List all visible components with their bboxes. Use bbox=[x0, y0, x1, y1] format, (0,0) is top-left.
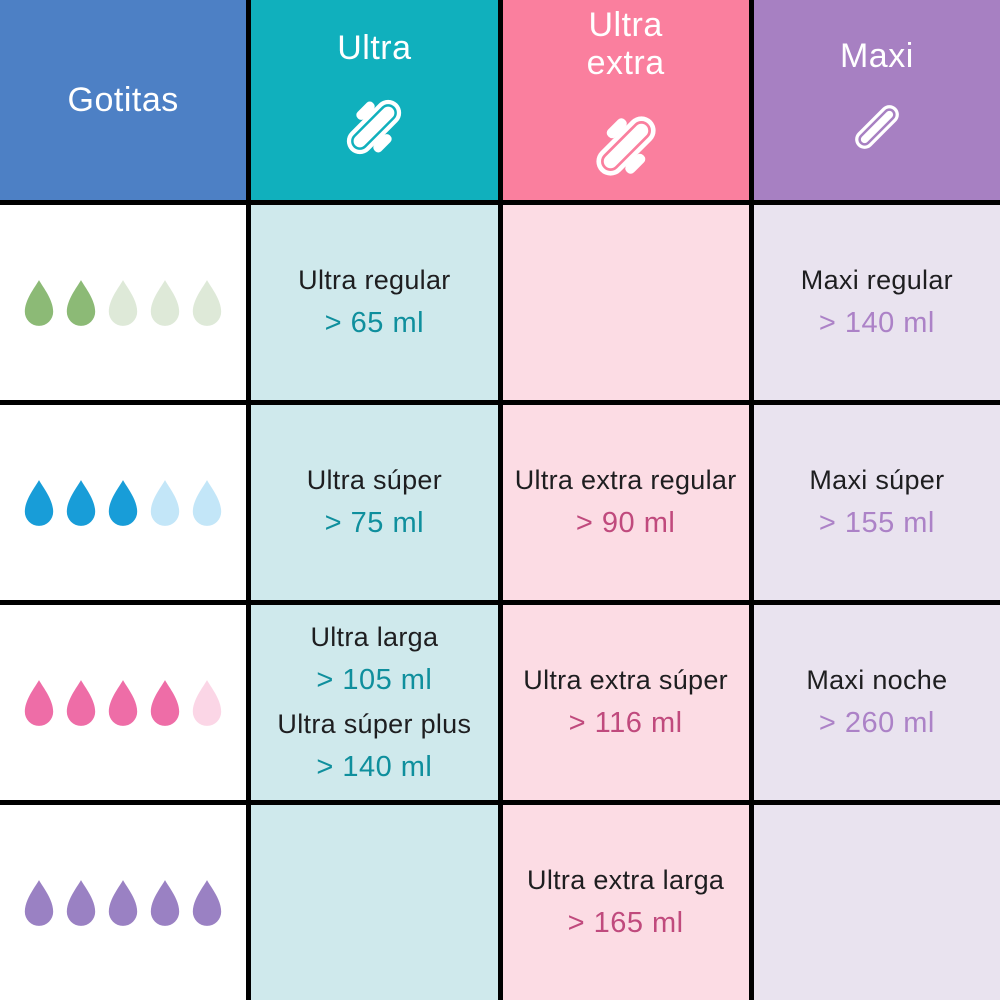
drop-icon bbox=[24, 279, 54, 326]
cell-maxi-row-4 bbox=[753, 805, 1000, 1000]
header-maxi-label: Maxi bbox=[839, 36, 914, 75]
header-ultra-extra: Ultra extra bbox=[502, 0, 749, 200]
cell-ultra-row-1: Ultra regular > 65 ml bbox=[251, 205, 498, 400]
product-name: Ultra súper plus bbox=[277, 708, 472, 739]
winged-pad-icon bbox=[596, 116, 656, 176]
drop-icon bbox=[150, 479, 180, 526]
cell-maxi-row-2: Maxi súper > 155 ml bbox=[753, 405, 1000, 600]
drop-icon bbox=[150, 679, 180, 726]
droplet-rating bbox=[21, 679, 225, 727]
drop-icon bbox=[192, 879, 222, 926]
cell-maxi-row-1: Maxi regular > 140 ml bbox=[753, 205, 1000, 400]
product-value: > 140 ml bbox=[818, 307, 935, 339]
product-entry: Ultra súper plus > 140 ml bbox=[277, 709, 471, 784]
drop-icon bbox=[66, 879, 96, 926]
winged-pad-icon bbox=[347, 99, 402, 155]
product-value: > 75 ml bbox=[324, 507, 425, 539]
product-name: Ultra larga bbox=[310, 621, 439, 652]
header-maxi: Maxi bbox=[753, 0, 1000, 200]
product-name: Ultra regular bbox=[298, 265, 451, 295]
product-entry: Maxi regular > 140 ml bbox=[801, 265, 953, 340]
drop-icon bbox=[66, 479, 96, 526]
product-entry: Ultra súper > 75 ml bbox=[307, 465, 442, 540]
header-ultra-extra-label: Ultra extra bbox=[586, 5, 665, 82]
product-entry: Ultra extra larga > 165 ml bbox=[527, 865, 724, 940]
pantyliner-icon bbox=[855, 105, 899, 149]
header-ultra: Ultra bbox=[251, 0, 498, 200]
product-entry: Ultra extra regular > 90 ml bbox=[515, 465, 737, 540]
header-ultra-label: Ultra bbox=[337, 28, 412, 67]
cell-ultra-extra-row-4: Ultra extra larga > 165 ml bbox=[502, 805, 749, 1000]
product-entry: Ultra extra súper > 116 ml bbox=[523, 665, 728, 740]
drop-icon bbox=[108, 679, 138, 726]
drop-icon bbox=[192, 679, 222, 726]
drop-icon bbox=[24, 679, 54, 726]
drop-icon bbox=[150, 879, 180, 926]
product-entry: Ultra larga > 105 ml bbox=[310, 622, 438, 697]
product-value: > 116 ml bbox=[568, 707, 683, 739]
product-name: Ultra extra regular bbox=[514, 465, 737, 495]
product-entry: Maxi súper > 155 ml bbox=[809, 465, 944, 540]
product-name: Ultra súper bbox=[306, 465, 443, 495]
header-gotitas-label: Gotitas bbox=[67, 80, 179, 119]
drop-icon bbox=[192, 479, 222, 526]
cell-gotitas-row-4 bbox=[0, 805, 247, 1000]
drop-icon bbox=[24, 879, 54, 926]
product-name: Ultra extra súper bbox=[523, 665, 728, 695]
cell-gotitas-row-3 bbox=[0, 605, 247, 800]
drop-icon bbox=[192, 279, 222, 326]
product-entry: Maxi noche > 260 ml bbox=[806, 665, 947, 740]
product-value: > 155 ml bbox=[818, 507, 935, 539]
product-value: > 140 ml bbox=[316, 750, 433, 783]
cell-ultra-row-4 bbox=[251, 805, 498, 1000]
cell-ultra-row-3: Ultra larga > 105 ml Ultra súper plus > … bbox=[251, 605, 498, 800]
product-name: Maxi regular bbox=[800, 265, 953, 295]
product-name: Maxi súper bbox=[809, 465, 945, 495]
product-name: Maxi noche bbox=[806, 665, 948, 695]
droplet-rating bbox=[21, 279, 225, 327]
drop-icon bbox=[66, 279, 96, 326]
drop-icon bbox=[108, 879, 138, 926]
cell-ultra-row-2: Ultra súper > 75 ml bbox=[251, 405, 498, 600]
product-name: Ultra extra larga bbox=[527, 865, 725, 895]
cell-maxi-row-3: Maxi noche > 260 ml bbox=[753, 605, 1000, 800]
product-value: > 105 ml bbox=[316, 663, 433, 696]
header-gotitas: Gotitas bbox=[0, 0, 247, 200]
drop-icon bbox=[108, 279, 138, 326]
droplet-rating bbox=[21, 879, 225, 927]
droplet-rating bbox=[21, 479, 225, 527]
cell-ultra-extra-row-3: Ultra extra súper > 116 ml bbox=[502, 605, 749, 800]
drop-icon bbox=[24, 479, 54, 526]
drop-icon bbox=[108, 479, 138, 526]
cell-gotitas-row-2 bbox=[0, 405, 247, 600]
cell-ultra-extra-row-1 bbox=[502, 205, 749, 400]
drop-icon bbox=[66, 679, 96, 726]
cell-ultra-extra-row-2: Ultra extra regular > 90 ml bbox=[502, 405, 749, 600]
product-entry: Ultra regular > 65 ml bbox=[298, 265, 450, 340]
product-value: > 90 ml bbox=[575, 507, 676, 539]
cell-gotitas-row-1 bbox=[0, 205, 247, 400]
product-value: > 65 ml bbox=[324, 307, 425, 339]
drop-icon bbox=[150, 279, 180, 326]
product-value: > 165 ml bbox=[567, 907, 684, 939]
product-value: > 260 ml bbox=[818, 707, 935, 739]
